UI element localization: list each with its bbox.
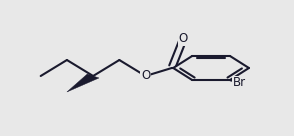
Text: Br: Br: [233, 76, 246, 89]
Text: O: O: [179, 32, 188, 45]
Polygon shape: [67, 74, 99, 92]
Text: O: O: [141, 69, 150, 83]
